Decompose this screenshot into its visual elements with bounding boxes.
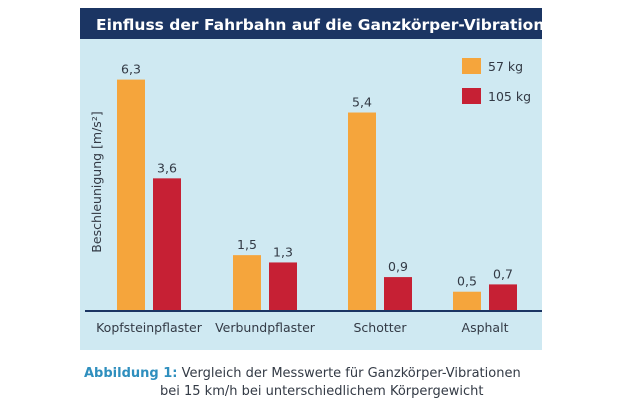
data-label: 5,4	[352, 95, 372, 110]
caption-line-2: bei 15 km/h bei unterschiedlichem Körper…	[160, 384, 484, 399]
bar	[384, 277, 412, 310]
data-label: 6,3	[121, 62, 141, 77]
figure-caption: Abbildung 1: Vergleich der Messwerte für…	[84, 365, 604, 401]
data-label: 0,9	[388, 259, 408, 274]
legend-swatch	[462, 58, 481, 74]
x-tick-label: Kopfsteinpflaster	[96, 320, 203, 335]
x-tick-label: Asphalt	[462, 320, 509, 335]
legend-label: 57 kg	[488, 59, 523, 74]
data-label: 1,5	[237, 237, 257, 252]
chart-title: Einfluss der Fahrbahn auf die Ganzkörper…	[96, 16, 566, 34]
bar-group: 6,3 3,6 Kopfsteinpflaster 1,5 1,3 Verbundpfla…	[96, 62, 517, 335]
data-label: 3,6	[157, 160, 177, 175]
x-tick-label: Verbundpflaster	[215, 320, 316, 335]
data-label: 0,7	[493, 266, 513, 281]
caption-line-1: Vergleich der Messwerte für Ganzkörper-V…	[181, 366, 521, 381]
bar	[233, 255, 261, 310]
legend-swatch	[462, 88, 481, 104]
bar	[117, 79, 145, 310]
legend: 57 kg 105 kg	[462, 58, 531, 104]
chart-title-bar	[80, 8, 542, 39]
bar	[348, 112, 376, 310]
bar	[453, 291, 481, 310]
bar	[269, 262, 297, 310]
x-tick-label: Schotter	[353, 320, 407, 335]
data-label: 1,3	[273, 244, 293, 259]
bar	[153, 178, 181, 310]
bar	[489, 284, 517, 310]
legend-label: 105 kg	[488, 89, 531, 104]
caption-label: Abbildung 1:	[84, 366, 178, 381]
y-axis-label: Beschleunigung [m/s²]	[89, 111, 104, 252]
data-label: 0,5	[457, 274, 477, 289]
